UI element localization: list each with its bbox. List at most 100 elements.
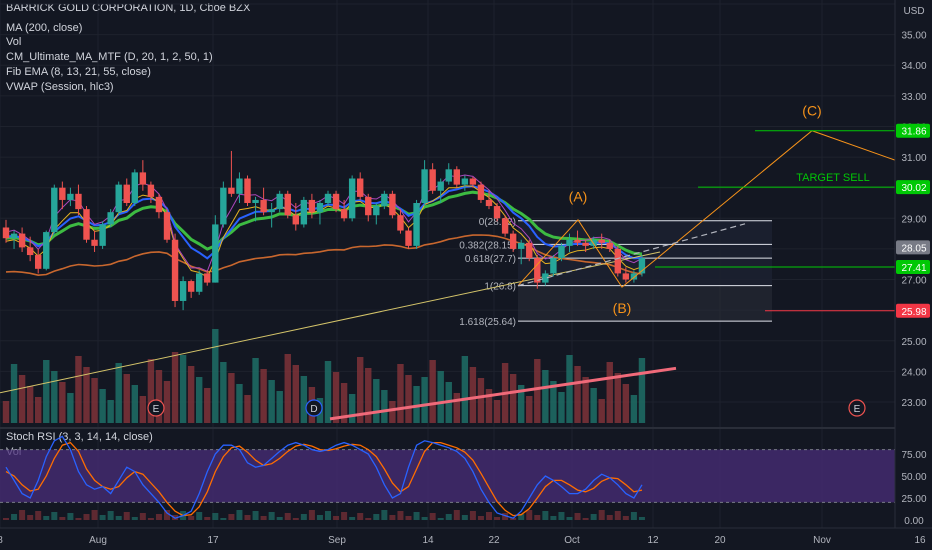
candle-body	[204, 273, 211, 283]
osc-volume-bar	[43, 516, 50, 520]
price-tick-label: 33.00	[901, 92, 926, 103]
osc-volume-bar	[91, 510, 98, 520]
price-tick-label: 24.00	[901, 367, 926, 378]
volume-bar	[493, 400, 501, 423]
volume-bar	[421, 377, 428, 423]
osc-volume-bar	[252, 511, 259, 520]
price-tick-label: 27.00	[901, 276, 926, 287]
candle-body	[461, 178, 469, 185]
time-tick-label: Aug	[89, 535, 107, 546]
osc-volume-bar	[494, 517, 501, 520]
osc-volume-bar	[614, 511, 621, 520]
volume-bar	[509, 374, 517, 423]
drawings[interactable]: (A) (B) (C) TARGET SELL E D E	[147, 103, 896, 417]
volume-bar	[43, 360, 50, 423]
price-tag-label: 25.98	[901, 307, 926, 318]
resistance-line	[329, 366, 677, 421]
price-tag	[896, 180, 930, 195]
osc-volume-bar	[349, 517, 356, 520]
trend-line	[0, 251, 661, 394]
volume-bar	[212, 329, 219, 423]
price-tag	[896, 303, 930, 318]
candle-body	[292, 215, 299, 225]
volume-bar	[99, 389, 106, 423]
osc-volume-bar	[365, 518, 372, 520]
candle-body	[630, 273, 638, 280]
price-tag-label: 31.86	[901, 127, 926, 138]
time-tick-label: Sep	[328, 535, 346, 546]
osc-volume-bar	[268, 512, 275, 520]
volume-bar	[598, 399, 605, 423]
candle-body	[550, 258, 557, 274]
volume-bar	[566, 355, 573, 423]
legend-ma200[interactable]: MA (200, close)	[6, 22, 83, 34]
volume-bar	[228, 373, 235, 423]
osc-volume-bar	[164, 510, 170, 520]
price-tick-label: 29.00	[901, 214, 926, 225]
osc-title[interactable]: Stoch RSI (3, 3, 14, 14, close)	[6, 431, 153, 443]
volume-bar	[292, 365, 299, 423]
volume-bar	[518, 385, 525, 423]
osc-volume-bar	[526, 510, 533, 520]
candle-body	[582, 242, 589, 246]
price-tick-label: 25.00	[901, 337, 926, 348]
candle-body	[123, 184, 130, 203]
osc-volume-bar	[284, 513, 291, 520]
wave-c-label: (C)	[802, 103, 821, 119]
candle-body	[389, 193, 396, 216]
osc-volume-bar	[11, 514, 18, 520]
osc-volume-bar	[502, 513, 509, 520]
legend-cm-ultimate-ma[interactable]: CM_Ultimate_MA_MTF (D, 20, 1, 2, 50, 1)	[6, 51, 213, 63]
time-tick-label: 8	[0, 535, 3, 546]
candle-body	[284, 193, 291, 216]
legend-fib-ema[interactable]: Fib EMA (8, 13, 21, 55, close)	[6, 66, 151, 78]
target-sell-label: TARGET SELL	[796, 172, 870, 184]
osc-volume-bar	[67, 513, 74, 520]
volume-bar	[324, 361, 332, 423]
candlesticks[interactable]	[2, 150, 646, 311]
osc-volume-bar	[469, 511, 476, 520]
osc-volume-bar	[115, 516, 122, 520]
volume-bar	[348, 394, 356, 423]
volume-bar	[131, 385, 138, 423]
candle-body	[429, 169, 436, 191]
osc-volume-bar	[333, 516, 340, 520]
candle-body	[75, 193, 82, 210]
osc-volume-bar	[606, 515, 613, 520]
legend-vol[interactable]: Vol	[6, 36, 22, 48]
candle-body	[590, 239, 597, 246]
candle-body	[413, 203, 420, 246]
price-tick-label: 23.00	[901, 398, 926, 409]
candle-body	[509, 233, 517, 249]
time-axis-bg	[0, 528, 932, 550]
osc-volume-bar	[308, 510, 315, 520]
volume-bar	[606, 362, 613, 423]
volume-bar	[340, 383, 348, 423]
volume-bar	[574, 366, 581, 423]
dividend-marker	[305, 399, 323, 417]
osc-volume-bar	[445, 514, 452, 520]
volume-bar	[75, 356, 82, 423]
wave-b-label: (B)	[613, 300, 632, 316]
candle-body	[614, 248, 621, 274]
candle-body	[2, 227, 10, 239]
osc-volume-bar	[196, 512, 203, 520]
volume-bar	[179, 355, 187, 423]
candle-body	[220, 187, 227, 225]
stoch-rsi-pane[interactable]	[0, 427, 932, 520]
osc-volume-bar	[558, 512, 565, 520]
osc-volume-bar	[244, 515, 251, 520]
osc-volume-bar	[35, 511, 42, 520]
volume-bar	[381, 390, 388, 423]
volume-bar	[357, 357, 364, 423]
volume-bar	[614, 373, 621, 423]
legend-vwap[interactable]: VWAP (Session, hlc3)	[6, 81, 114, 93]
chart-title[interactable]: BARRICK GOLD CORPORATION, 1D, Cboe BZX	[6, 2, 251, 14]
volume-bar	[51, 371, 58, 423]
osc-volume-bar	[429, 513, 436, 520]
osc-volume-bar	[316, 515, 323, 520]
osc-volume-bar	[220, 518, 227, 520]
volume-bar	[638, 358, 646, 423]
